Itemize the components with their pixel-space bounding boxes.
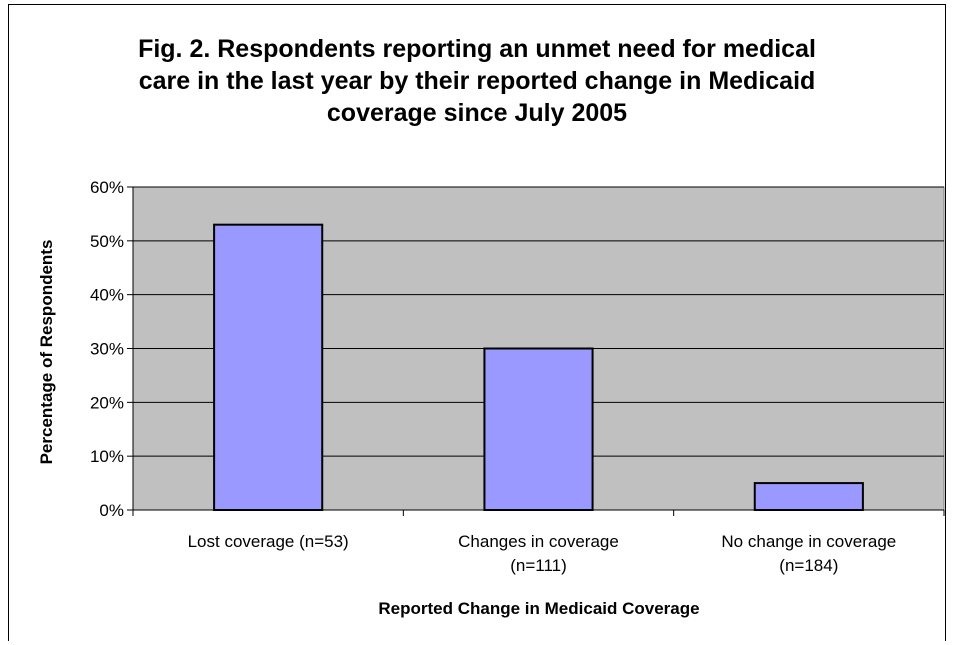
x-tick-label: (n=111) xyxy=(510,556,567,575)
y-tick-label: 30% xyxy=(90,340,124,359)
x-tick-label: (n=184) xyxy=(779,556,838,575)
chart-title: Fig. 2. Respondents reporting an unmet n… xyxy=(0,33,954,129)
y-tick-label: 40% xyxy=(90,286,124,305)
chart-title-line-2: care in the last year by their reported … xyxy=(138,67,816,95)
y-tick-label: 0% xyxy=(99,501,124,520)
x-tick-labels: Lost coverage (n=53) Changes in coverage (… xyxy=(188,532,897,575)
chart-title-line-1: Fig. 2. Respondents reporting an unmet n… xyxy=(138,35,816,63)
y-tick-label: 20% xyxy=(90,393,124,412)
bar xyxy=(213,223,324,512)
x-tick-label: Changes in coverage xyxy=(458,532,619,551)
x-axis-label: Reported Change in Medicaid Coverage xyxy=(378,599,699,618)
x-tick-label: Lost coverage (n=53) xyxy=(188,532,349,551)
bar xyxy=(753,482,864,512)
y-tick-labels: 0% 10% 20% 30% 40% 50% 60% xyxy=(90,178,124,520)
axes xyxy=(127,186,945,516)
chart-title-line-3: coverage since July 2005 xyxy=(326,99,628,127)
y-tick-label: 60% xyxy=(90,178,124,197)
bar xyxy=(483,347,594,511)
y-axis-label: Percentage of Respondents xyxy=(37,240,56,465)
chart-frame xyxy=(8,4,946,641)
y-tick-label: 50% xyxy=(90,232,124,251)
x-tick-label: No change in coverage xyxy=(721,532,896,551)
y-tick-label: 10% xyxy=(90,447,124,466)
